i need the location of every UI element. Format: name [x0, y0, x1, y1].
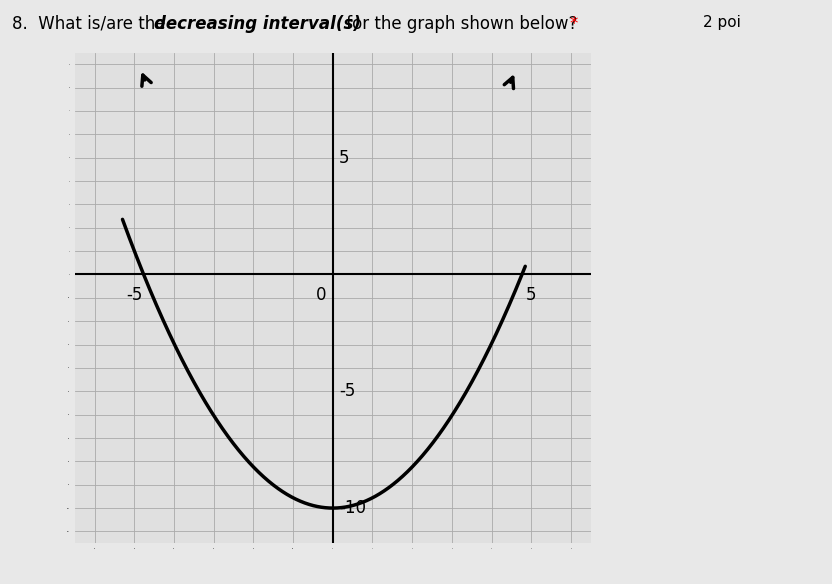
Text: -5: -5: [339, 383, 355, 400]
Text: *: *: [570, 15, 578, 33]
Text: 5: 5: [526, 286, 537, 304]
Text: decreasing interval(s): decreasing interval(s): [154, 15, 361, 33]
Text: -5: -5: [126, 286, 142, 304]
Text: 2 poi: 2 poi: [703, 15, 741, 30]
Text: -10: -10: [339, 499, 366, 517]
Text: 5: 5: [339, 149, 349, 166]
Text: for the graph shown below?: for the graph shown below?: [341, 15, 582, 33]
Text: 0: 0: [316, 286, 327, 304]
Text: 8.  What is/are the: 8. What is/are the: [12, 15, 171, 33]
